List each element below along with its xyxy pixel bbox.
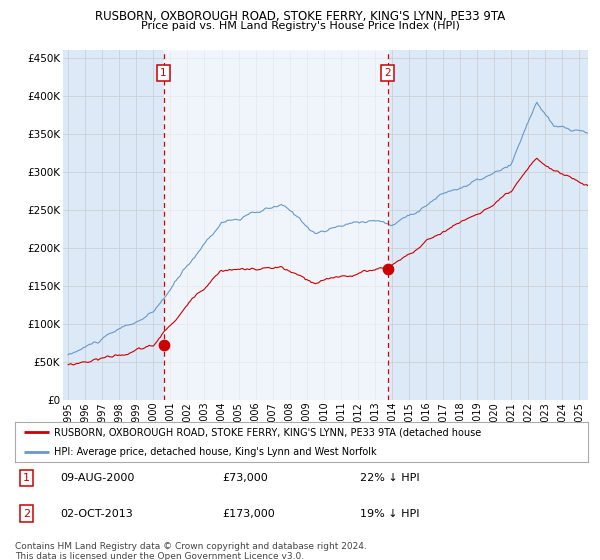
Text: £73,000: £73,000	[222, 473, 268, 483]
Text: 1: 1	[160, 68, 167, 78]
Text: Contains HM Land Registry data © Crown copyright and database right 2024.
This d: Contains HM Land Registry data © Crown c…	[15, 542, 367, 560]
Point	[159, 340, 169, 349]
Text: £173,000: £173,000	[222, 508, 275, 519]
Text: 22% ↓ HPI: 22% ↓ HPI	[360, 473, 419, 483]
Text: 09-AUG-2000: 09-AUG-2000	[60, 473, 134, 483]
Text: RUSBORN, OXBOROUGH ROAD, STOKE FERRY, KING'S LYNN, PE33 9TA (detached house: RUSBORN, OXBOROUGH ROAD, STOKE FERRY, KI…	[54, 427, 481, 437]
Text: 19% ↓ HPI: 19% ↓ HPI	[360, 508, 419, 519]
Text: RUSBORN, OXBOROUGH ROAD, STOKE FERRY, KING'S LYNN, PE33 9TA: RUSBORN, OXBOROUGH ROAD, STOKE FERRY, KI…	[95, 10, 505, 23]
Text: 1: 1	[23, 473, 30, 483]
Text: HPI: Average price, detached house, King's Lynn and West Norfolk: HPI: Average price, detached house, King…	[54, 446, 377, 456]
Text: Price paid vs. HM Land Registry's House Price Index (HPI): Price paid vs. HM Land Registry's House …	[140, 21, 460, 31]
Text: 2: 2	[385, 68, 391, 78]
Text: 2: 2	[23, 508, 30, 519]
Point	[383, 264, 392, 273]
Text: 02-OCT-2013: 02-OCT-2013	[60, 508, 133, 519]
Bar	[164, 50, 388, 400]
